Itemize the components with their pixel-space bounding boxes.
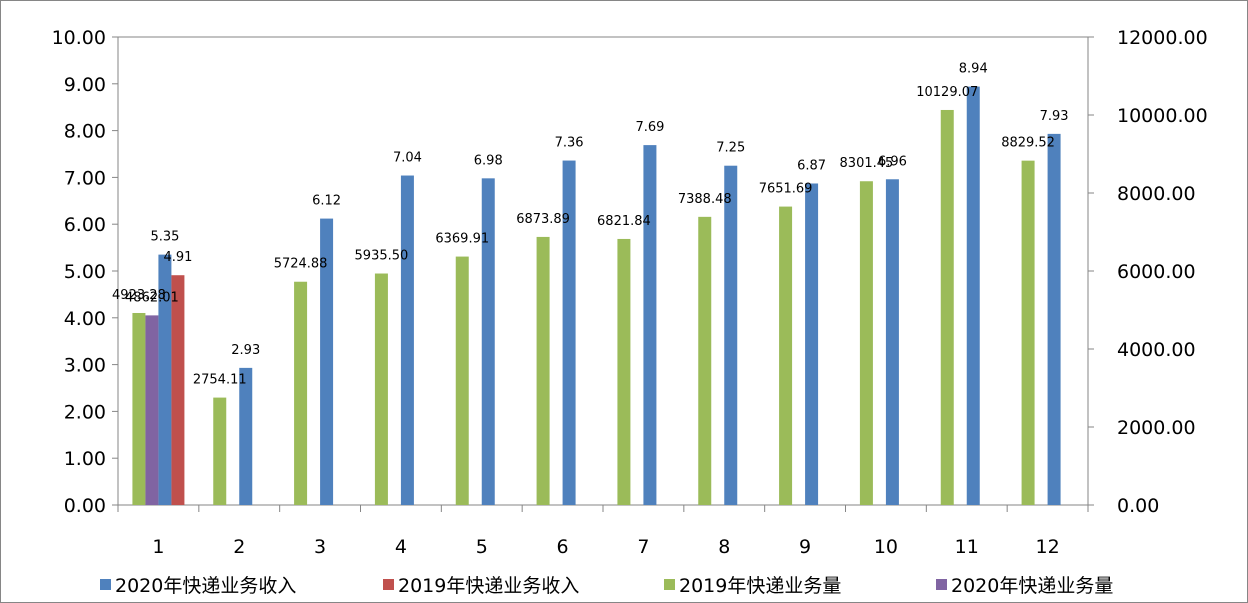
x-tick-label: 8 [718,536,730,558]
bar-series-2 [617,238,631,505]
data-label-series-2: 6821.84 [597,214,651,229]
legend-label-1: 2019年快递业务收入 [398,575,579,597]
y-right-tick-label: 12000.00 [1117,27,1208,49]
bar-series-2 [1021,160,1035,505]
y-right-tick-label: 8000.00 [1117,183,1196,205]
x-tick-label: 6 [557,536,569,558]
data-label-series-0: 7.36 [555,136,584,151]
x-tick-label: 7 [637,536,649,558]
x-tick-label: 9 [799,536,811,558]
y-left-tick-label: 5.00 [64,261,106,283]
data-label-series-2: 2754.11 [193,373,247,388]
legend-swatch-0 [100,579,111,590]
legend-swatch-1 [383,579,394,590]
y-left-tick-label: 2.00 [64,401,106,423]
y-right-tick-label: 4000.00 [1117,339,1196,361]
bar-series-2 [536,236,550,506]
data-label-series-2: 5935.50 [355,249,409,264]
legend-label-2: 2019年快递业务量 [679,575,841,597]
legend: 2020年快递业务收入 2019年快递业务收入 2019年快递业务量 2020年快递业… [100,575,1113,597]
bar-series-0 [562,160,576,505]
bar-series-0 [1047,133,1061,505]
data-label-series-0: 7.93 [1040,109,1069,124]
data-label-series-0: 6.98 [474,153,503,168]
bars [132,86,1061,506]
data-label-series-2: 8829.52 [1001,136,1055,151]
data-label-series-2: 6369.91 [435,232,489,247]
data-label-series-3: 4862.01 [125,290,179,305]
y-left-tick-label: 6.00 [64,214,106,236]
data-label-series-0: 7.25 [716,141,745,156]
y-left-tick-label: 3.00 [64,355,106,377]
data-label-series-0: 7.69 [635,120,664,135]
bar-series-2 [859,181,873,505]
bar-series-0 [643,145,657,505]
data-label-series-0: 6.12 [312,194,341,209]
y-left-tick-label: 10.00 [52,27,106,49]
bar-series-0 [724,165,738,505]
x-tick-label: 2 [233,536,245,558]
data-label-series-2: 8301.45 [840,156,894,171]
bar-series-0 [239,367,253,505]
y-right-tick-label: 6000.00 [1117,261,1196,283]
x-tick-label: 10 [874,536,898,558]
bar-series-2 [294,281,308,505]
bar-series-2 [940,109,954,505]
bar-series-0 [400,175,414,505]
x-tick-label: 3 [314,536,326,558]
x-tick-label: 5 [476,536,488,558]
bar-series-0 [481,178,495,505]
bar-series-3 [145,315,159,505]
bar-series-2 [132,312,146,505]
bar-series-0 [158,254,172,505]
data-label-series-2: 7651.69 [759,182,813,197]
bar-series-0 [320,218,334,506]
x-tick-label: 12 [1035,536,1059,558]
data-label-series-1: 4.91 [163,250,192,265]
y-right-tick-label: 2000.00 [1117,417,1196,439]
bar-series-2 [213,397,227,505]
data-label-series-2: 4923.28 [112,288,166,303]
x-tick-label: 1 [152,536,164,558]
y-left-tick-label: 4.00 [64,308,106,330]
bar-series-1 [171,275,185,505]
bar-series-2 [374,273,388,505]
data-label-series-0: 7.04 [393,151,422,166]
data-label-series-0: 5.35 [150,230,179,245]
data-label-series-0: 6.87 [797,158,826,173]
x-tick-label: 11 [955,536,979,558]
data-label-series-2: 5724.88 [274,257,328,272]
bar-series-0 [885,179,899,505]
legend-label-0: 2020年快递业务收入 [115,575,296,597]
axes: 0.00 1.00 2.00 3.00 4.00 5.00 6.00 7.00 8.00 9.00… [52,27,1208,558]
data-label-series-2: 10129.07 [916,85,978,100]
y-left-tick-label: 8.00 [64,121,106,143]
bar-series-2 [455,256,469,505]
legend-label-3: 2020年快递业务量 [951,575,1113,597]
y-right-tick-label: 10000.00 [1117,105,1208,127]
data-label-series-2: 6873.89 [516,212,570,227]
bar-series-0 [966,86,980,505]
y-left-tick-label: 0.00 [64,495,106,517]
bar-series-2 [698,216,712,505]
legend-swatch-3 [936,579,947,590]
y-right-tick-label: 0.00 [1117,495,1159,517]
y-left-tick-label: 7.00 [64,167,106,189]
bar-series-2 [779,206,793,505]
data-labels: 5.35 2.93 6.12 7.04 6.98 7.36 7.69 7.25 6.87 6.96… [112,62,1069,388]
bar-series-0 [805,183,819,505]
x-tick-label: 4 [395,536,407,558]
data-label-series-0: 6.96 [878,154,907,169]
y-left-tick-label: 9.00 [64,74,106,96]
data-label-series-2: 7388.48 [678,192,732,207]
legend-swatch-2 [664,579,675,590]
data-label-series-0: 2.93 [231,343,260,358]
data-label-series-0: 8.94 [959,62,988,77]
y-left-tick-label: 1.00 [64,448,106,470]
